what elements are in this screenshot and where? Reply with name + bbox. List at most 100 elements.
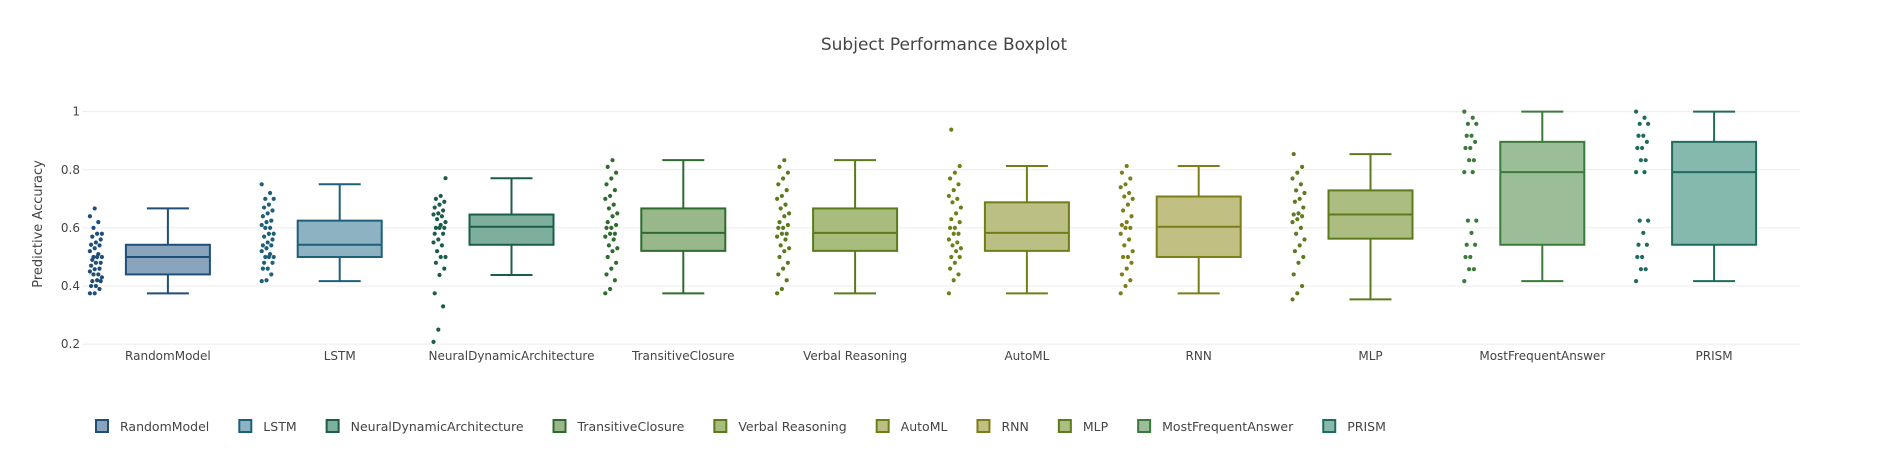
data-point [615, 246, 620, 251]
chart-title: Subject Performance Boxplot [821, 35, 1068, 55]
data-point [1637, 218, 1642, 223]
data-point [98, 260, 103, 265]
data-point [1474, 121, 1479, 126]
data-point [1641, 230, 1646, 235]
legend-item: Verbal Reasoning [713, 419, 847, 434]
data-point [775, 291, 780, 296]
data-point [1471, 267, 1476, 272]
data-point [784, 231, 789, 236]
legend-label: TransitiveClosure [577, 419, 685, 434]
data-point [1301, 205, 1306, 210]
data-point [264, 246, 269, 251]
box-group [946, 127, 1070, 296]
data-point [1118, 231, 1123, 236]
box-iqr [983, 201, 1070, 252]
data-point [263, 254, 268, 260]
data-point [262, 260, 267, 265]
data-point [787, 246, 792, 251]
data-point [604, 272, 609, 277]
data-point [948, 176, 953, 181]
data-point [95, 278, 100, 283]
y-axis-ticks: 0.2 0.4 0.6 0.8 1 [61, 105, 80, 352]
legend-swatch [976, 419, 991, 433]
data-point [1469, 133, 1474, 138]
data-point [92, 206, 97, 211]
data-point [97, 266, 102, 271]
data-point [1298, 225, 1303, 231]
data-point [1121, 208, 1126, 213]
data-point [1468, 254, 1473, 260]
data-point [432, 291, 437, 296]
data-point [93, 283, 98, 289]
data-point [1636, 242, 1641, 247]
data-point [782, 158, 787, 163]
data-point [605, 219, 610, 225]
box-series [87, 109, 1758, 344]
data-point [99, 231, 104, 236]
data-point [1122, 243, 1127, 248]
data-point [609, 225, 614, 231]
data-point [268, 225, 273, 231]
legend-swatch [325, 419, 340, 433]
data-point [610, 158, 615, 163]
box-group [259, 182, 383, 284]
data-point [1122, 194, 1127, 199]
data-point [260, 243, 265, 248]
data-point [957, 254, 962, 260]
data-point [778, 206, 783, 211]
data-point [432, 205, 437, 210]
legend-label: PRISM [1347, 419, 1386, 434]
data-point [1128, 278, 1133, 283]
x-tick-label: Verbal Reasoning [803, 349, 907, 363]
data-point [957, 163, 962, 169]
data-point [776, 272, 781, 277]
data-point [951, 231, 956, 236]
data-point [949, 127, 954, 132]
data-point [1129, 260, 1134, 265]
data-point [605, 164, 610, 169]
legend-item: MostFrequentAnswer [1137, 419, 1294, 434]
data-point [1634, 279, 1639, 284]
data-point [262, 205, 267, 210]
data-point [436, 237, 441, 242]
data-point [431, 339, 436, 344]
legend: RandomModel LSTM NeuralDynamicArchitecture… [95, 419, 1386, 434]
data-point [268, 251, 273, 257]
data-point [1638, 267, 1643, 272]
data-point [1127, 190, 1132, 196]
data-point [946, 193, 952, 199]
data-point [89, 283, 94, 289]
data-point [259, 182, 264, 187]
data-point [89, 242, 94, 247]
data-point [1634, 109, 1639, 114]
data-point [97, 286, 102, 292]
data-point [954, 249, 959, 254]
data-point [610, 214, 615, 219]
x-tick-label: RandomModel [125, 349, 211, 363]
data-point [1128, 225, 1133, 231]
data-point [260, 266, 265, 271]
data-point [1295, 170, 1300, 175]
legend-item: NeuralDynamicArchitecture [325, 419, 524, 434]
data-point [1643, 267, 1648, 272]
legend-item: AutoML [875, 419, 947, 434]
data-point [91, 272, 96, 277]
y-tick-label: 0.6 [61, 221, 80, 235]
legend-label: RandomModel [120, 419, 209, 434]
data-point [958, 205, 964, 210]
data-point [441, 304, 446, 309]
data-point [1128, 176, 1133, 181]
data-point [1646, 121, 1651, 126]
data-point [1474, 218, 1479, 223]
data-point [435, 249, 440, 254]
data-point [781, 225, 786, 231]
data-point [87, 269, 92, 274]
data-point [96, 251, 101, 257]
x-tick-label: AutoML [1004, 349, 1049, 363]
data-point [612, 278, 618, 283]
data-point [264, 278, 269, 283]
data-point [608, 231, 613, 236]
data-point [1465, 218, 1470, 223]
data-point [441, 231, 446, 236]
data-point [948, 266, 953, 271]
